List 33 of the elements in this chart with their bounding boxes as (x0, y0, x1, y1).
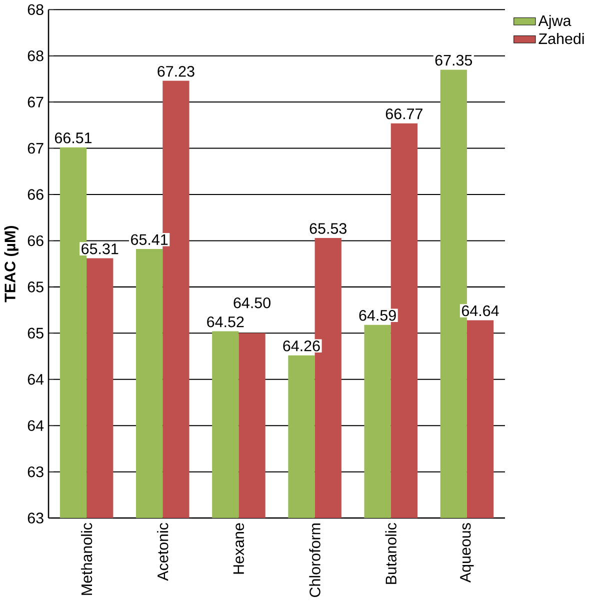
y-tick-label: 65 (28, 328, 44, 339)
y-tick-label: 68 (28, 50, 44, 62)
data-label: 65.31 (82, 243, 118, 254)
y-tick-label: 67 (28, 96, 44, 108)
data-label: 64.26 (283, 340, 320, 352)
data-label: 65.41 (131, 234, 168, 245)
y-tick-label: 68 (28, 4, 44, 15)
data-label: 67.35 (435, 54, 472, 66)
x-tick-label: Aqueous (460, 523, 474, 583)
legend-label: Zahedi (538, 32, 584, 44)
data-label: 64.52 (207, 316, 244, 328)
y-tick-label: 63 (28, 466, 44, 478)
y-tick-label: 64 (28, 374, 44, 385)
data-label: 67.23 (158, 66, 194, 77)
data-label: 64.50 (234, 297, 270, 308)
legend-label: Ajwa (538, 14, 572, 30)
data-label: 66.51 (54, 132, 92, 144)
x-tick-label: Methanolic (80, 522, 92, 595)
x-tick-label: Acetonic (156, 522, 168, 581)
data-label: 64.64 (462, 305, 499, 316)
data-label: 66.77 (386, 108, 422, 120)
y-axis-title: TEAC (µM) (4, 226, 18, 302)
x-tick-label: Hexane (233, 523, 244, 574)
x-tick-label: Chloroform (309, 524, 320, 597)
y-tick-label: 66 (28, 189, 44, 200)
y-tick-label: 63 (28, 512, 44, 524)
data-label: 65.53 (310, 223, 346, 234)
y-tick-label: 66 (28, 235, 44, 246)
y-tick-label: 67 (28, 142, 44, 154)
data-label: 64.59 (359, 310, 396, 321)
y-tick-label: 64 (28, 420, 44, 431)
x-tick-label: Butanolic (385, 522, 396, 584)
y-tick-label: 65 (28, 282, 44, 292)
